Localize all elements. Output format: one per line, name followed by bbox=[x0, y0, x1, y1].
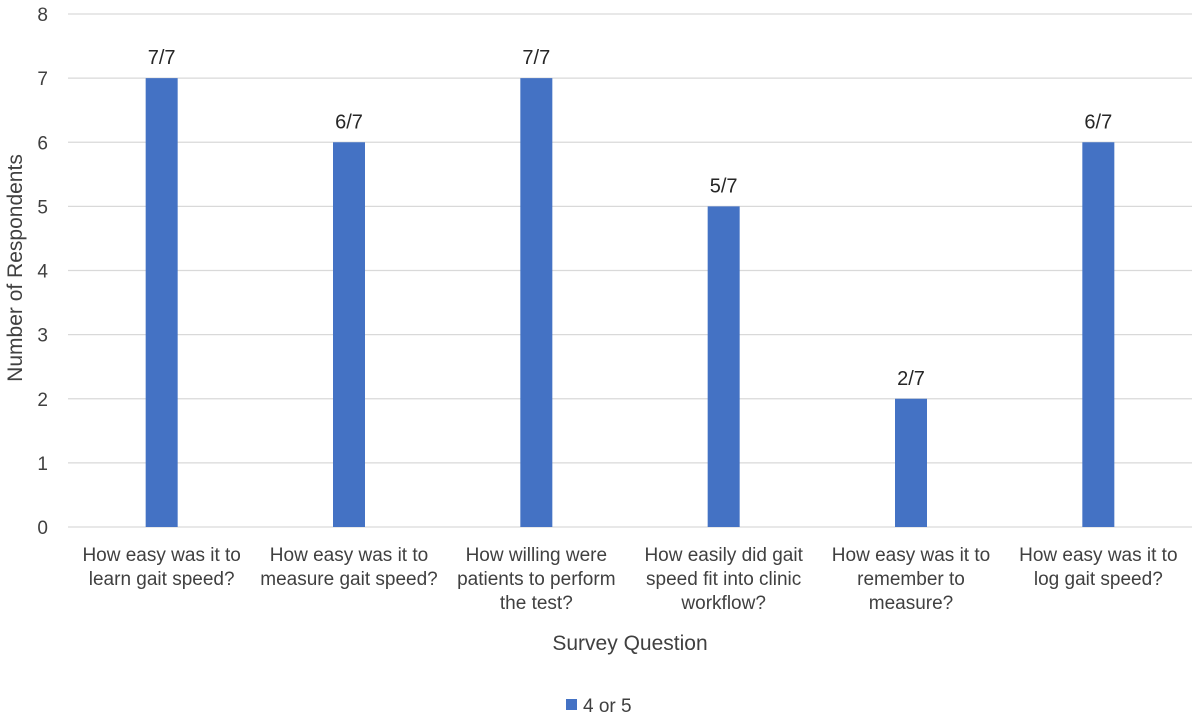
x-category-label: How easy was it to measure gait speed? bbox=[260, 545, 437, 590]
y-tick-label: 2 bbox=[37, 390, 48, 411]
y-tick-label: 7 bbox=[37, 69, 48, 90]
legend: 4 or 5 bbox=[566, 696, 632, 717]
bar bbox=[895, 398, 927, 527]
y-axis-ticks: 0 1 2 3 4 5 6 7 8 bbox=[37, 5, 48, 539]
y-tick-label: 0 bbox=[37, 518, 48, 539]
bar bbox=[333, 142, 365, 527]
data-label: 7/7 bbox=[148, 47, 176, 69]
data-label: 7/7 bbox=[522, 47, 550, 69]
y-tick-label: 3 bbox=[37, 326, 48, 347]
y-tick-label: 1 bbox=[37, 454, 48, 475]
data-label: 5/7 bbox=[710, 175, 738, 197]
bar bbox=[707, 206, 740, 527]
data-label: 6/7 bbox=[335, 111, 363, 133]
y-tick-label: 6 bbox=[37, 133, 48, 154]
y-tick-label: 4 bbox=[37, 262, 48, 283]
x-category-label: How easy was it to remember to measure? bbox=[832, 545, 990, 614]
bar bbox=[1082, 142, 1115, 527]
bar bbox=[145, 78, 178, 527]
y-tick-label: 8 bbox=[37, 5, 48, 26]
x-axis-categories: How easy was it to learn gait speed? How e… bbox=[82, 545, 1177, 614]
bar bbox=[520, 78, 553, 527]
x-category-label: How easily did gait speed fit into clinic… bbox=[644, 545, 803, 614]
data-labels: 7/7 6/7 7/7 5/7 2/7 6/7 bbox=[148, 47, 1112, 390]
legend-label: 4 or 5 bbox=[583, 696, 632, 717]
gridlines bbox=[68, 13, 1192, 528]
legend-swatch bbox=[566, 699, 577, 710]
x-category-label: How easy was it to log gait speed? bbox=[1019, 545, 1177, 590]
bars bbox=[145, 78, 1115, 527]
x-category-label: How easy was it to learn gait speed? bbox=[82, 545, 240, 590]
y-tick-label: 5 bbox=[37, 197, 48, 218]
y-axis-title: Number of Respondents bbox=[4, 154, 27, 382]
x-axis-title: Survey Question bbox=[552, 632, 707, 655]
x-category-label: How willing were patients to perform the t… bbox=[457, 545, 615, 614]
data-label: 6/7 bbox=[1084, 111, 1112, 133]
data-label: 2/7 bbox=[897, 368, 925, 390]
